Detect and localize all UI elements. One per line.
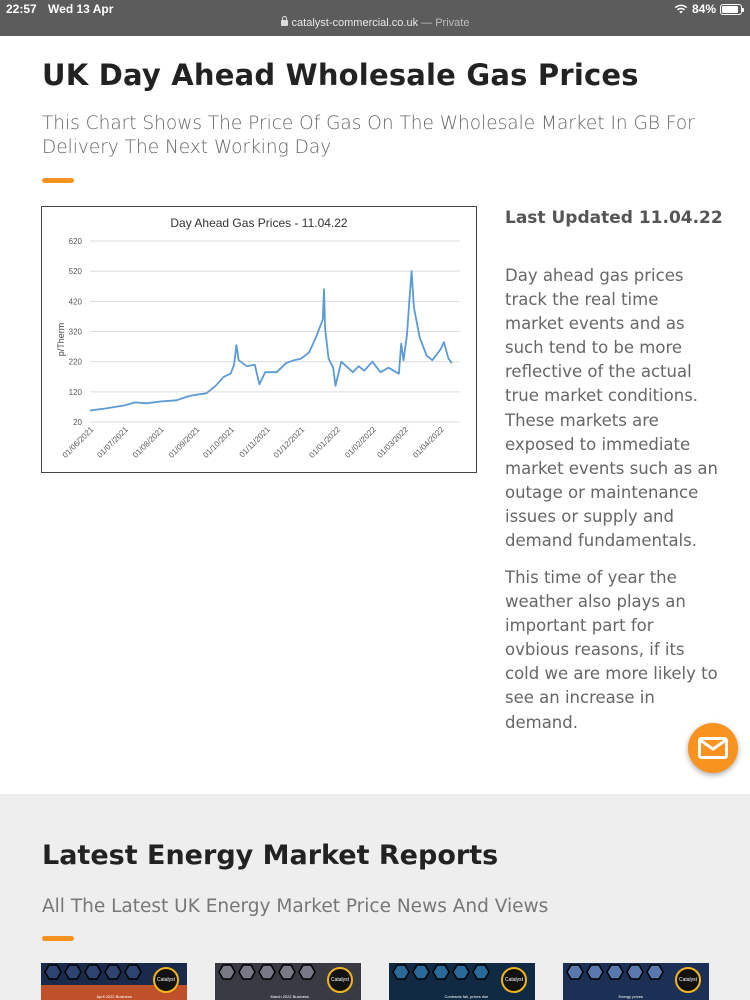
y-tick-label: 620 [69, 237, 83, 246]
reports-subtitle: All The Latest UK Energy Market Price Ne… [42, 896, 549, 917]
url-domain: catalyst-commercial.co.uk [291, 17, 419, 29]
y-tick-label: 120 [69, 388, 83, 397]
y-tick-label: 220 [69, 358, 83, 367]
x-tick-label: 01/06/2021 [61, 425, 96, 460]
report-card[interactable]: Catalyst April 2022 Business [41, 963, 187, 1000]
chart-svg: Day Ahead Gas Prices - 11.04.22 620 520 420… [56, 216, 460, 460]
page-subtitle: This Chart Shows The Price Of Gas On The… [42, 113, 695, 158]
description-paragraph-2: This time of year the weather also plays… [505, 568, 718, 732]
accent-divider [42, 178, 74, 183]
x-tick-label: 01/11/2021 [238, 425, 273, 460]
series-line [89, 270, 453, 412]
report-card[interactable]: Catalyst Energy prices [563, 963, 709, 1000]
reports-title: Latest Energy Market Reports [42, 840, 499, 871]
x-tick-label: 01/12/2021 [272, 425, 307, 460]
x-tick-label: 01/09/2021 [167, 425, 202, 460]
reports-section: Latest Energy Market Reports All The Lat… [0, 794, 750, 1000]
report-caption: Energy prices [618, 994, 643, 999]
catalyst-logo: Catalyst [501, 967, 527, 993]
address-bar[interactable]: catalyst-commercial.co.uk — Private [0, 16, 750, 29]
y-tick-label: 20 [73, 418, 82, 427]
x-tick-label: 01/10/2021 [201, 425, 236, 460]
reports-accent-divider [42, 936, 74, 941]
chart-title: Day Ahead Gas Prices - 11.04.22 [170, 216, 348, 230]
report-caption: March 2022 Business [270, 994, 309, 999]
report-card[interactable]: Catalyst March 2022 Business [215, 963, 361, 1000]
x-tick-label: 01/01/2022 [307, 425, 342, 460]
status-time: 22:57 [6, 2, 37, 16]
private-label: — Private [421, 17, 470, 29]
wifi-icon [674, 4, 688, 14]
x-tick-label: 01/02/2022 [343, 425, 378, 460]
x-tick-label: 01/07/2021 [95, 425, 130, 460]
gas-price-chart: Day Ahead Gas Prices - 11.04.22 620 520 420… [41, 206, 477, 473]
y-axis-label: p/Therm [56, 323, 66, 357]
x-tick-label: 01/08/2021 [131, 425, 166, 460]
status-bar: 22:57 Wed 13 Apr 84% catalyst-commercial… [0, 0, 750, 36]
catalyst-logo: Catalyst [675, 967, 701, 993]
battery-percent: 84% [691, 2, 716, 16]
lock-icon [280, 16, 288, 26]
catalyst-logo: Catalyst [153, 967, 179, 993]
y-tick-label: 320 [69, 328, 83, 337]
report-caption: Contracts fall, prices rise [444, 994, 489, 999]
page-title: UK Day Ahead Wholesale Gas Prices [42, 58, 639, 92]
status-indicators: 84% [674, 2, 744, 16]
y-tick-label: 420 [69, 297, 83, 306]
x-tick-label: 01/04/2022 [411, 425, 446, 460]
last-updated: Last Updated 11.04.22 [505, 208, 723, 228]
report-card[interactable]: Catalyst Contracts fall, prices rise [389, 963, 535, 1000]
x-tick-label: 01/03/2022 [375, 425, 410, 460]
catalyst-logo: Catalyst [327, 967, 353, 993]
contact-mail-button[interactable] [688, 723, 738, 773]
mail-icon [698, 737, 728, 759]
status-time-date: 22:57 Wed 13 Apr [6, 2, 121, 16]
y-tick-label: 520 [69, 267, 83, 276]
report-caption: April 2022 Business [96, 994, 132, 999]
description-paragraph-1: Day ahead gas prices track the real time… [505, 266, 718, 551]
status-date: Wed 13 Apr [48, 2, 114, 16]
battery-icon [720, 3, 744, 15]
report-thumbnail-image [41, 963, 187, 1000]
